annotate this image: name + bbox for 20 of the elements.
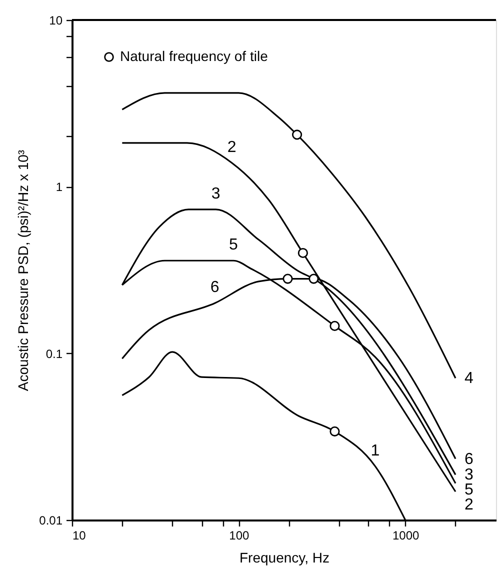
annotation: 3 [211,185,220,202]
y-tick-label: 10 [49,14,63,28]
legend-label: Natural frequency of tile [120,48,268,64]
x-tick-label: 10 [72,528,86,542]
annotation: 6 [210,279,220,296]
y-axis-title: Acoustic Pressure PSD, (psi)²/Hz x 10³ [15,150,32,392]
y-tick-label: 0.1 [46,346,63,361]
y-tick-label: 1 [56,180,63,194]
annotation: 4 [464,370,474,388]
annotation: 5 [228,236,238,254]
annotation: 3 [464,466,474,484]
x-tick-label: 100 [229,528,250,542]
annotation: 5 [464,482,474,499]
x-tick-label: 1000 [392,528,420,542]
y-tick-label: 0.01 [39,514,63,528]
annotation: 1 [370,442,380,460]
annotation: 2 [464,496,474,514]
x-axis-title: Frequency, Hz [240,550,330,566]
annotation: 6 [464,450,474,468]
annotation: 2 [227,138,236,156]
